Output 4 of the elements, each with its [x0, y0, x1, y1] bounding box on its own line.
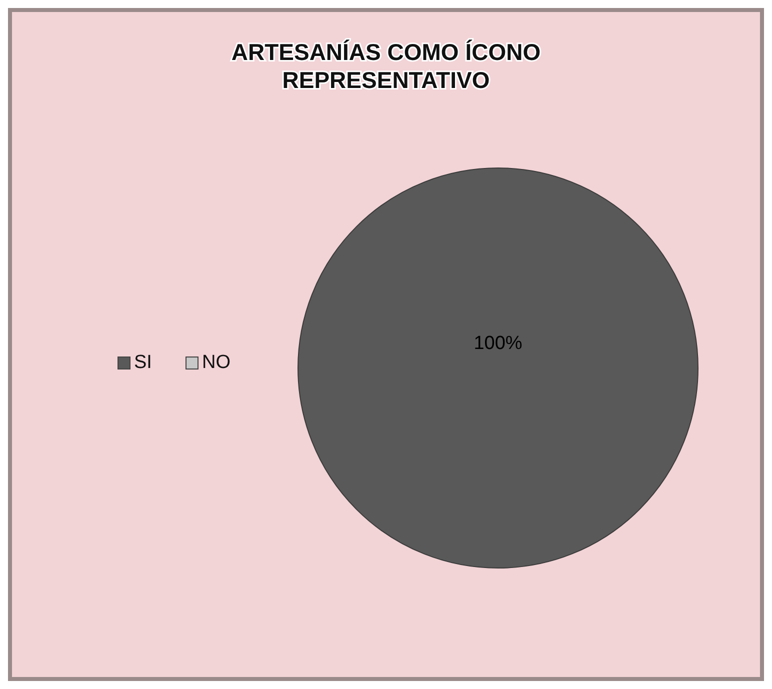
chart-title: ARTESANÍAS COMO ÍCONO REPRESENTATIVO	[231, 39, 541, 93]
legend-label: SI	[134, 352, 152, 374]
data-label: 100%	[474, 333, 522, 354]
legend-label: NO	[202, 352, 230, 374]
